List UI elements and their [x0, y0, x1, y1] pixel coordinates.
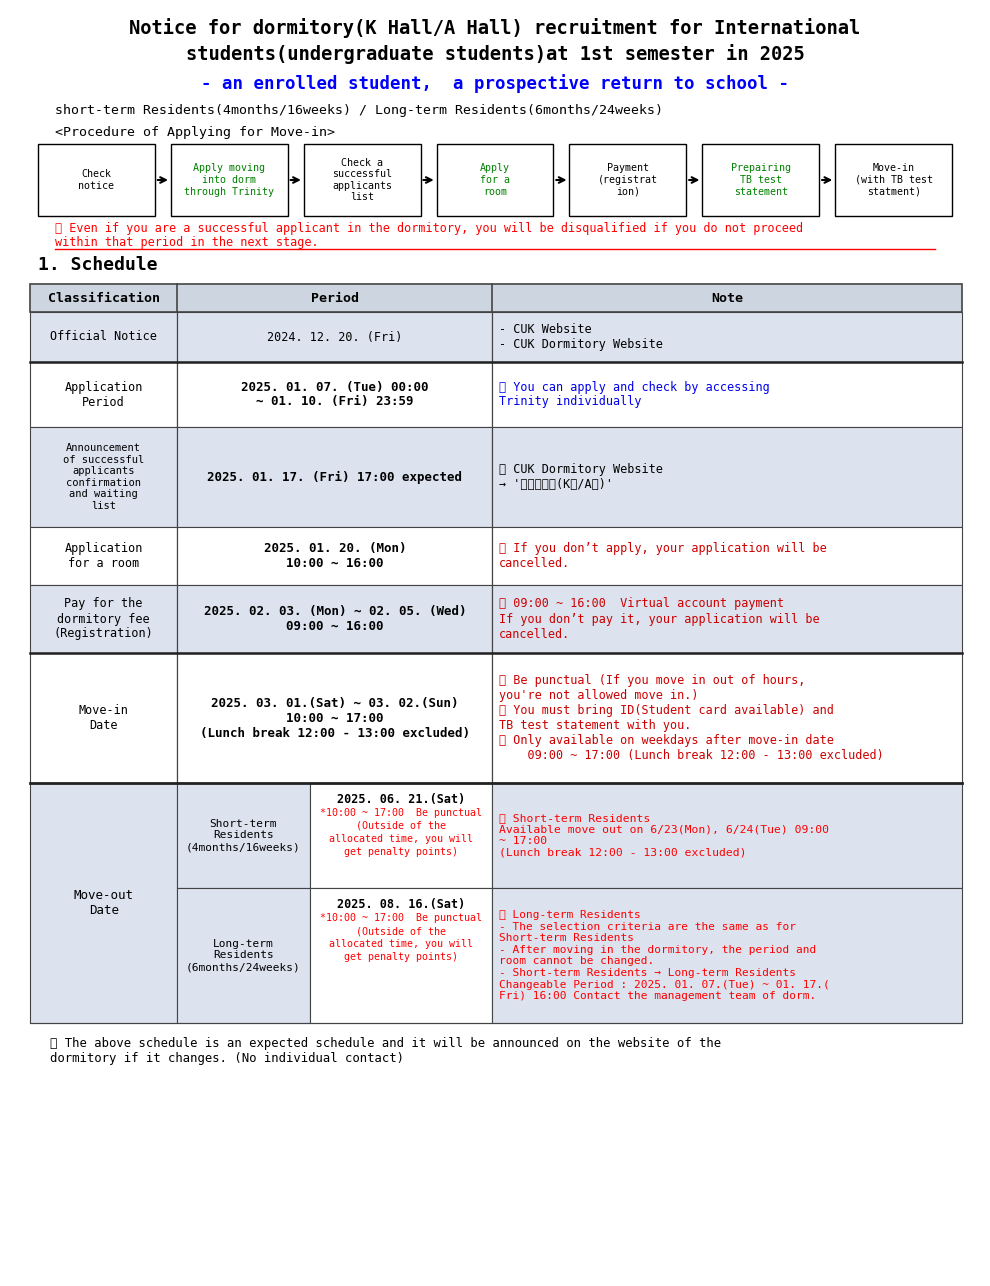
Bar — [177, 585, 492, 653]
Text: within that period in the next stage.: within that period in the next stage. — [55, 237, 319, 249]
Text: - CUK Website
- CUK Dormitory Website: - CUK Website - CUK Dormitory Website — [499, 323, 663, 351]
Bar — [177, 653, 492, 783]
Bar — [492, 783, 962, 889]
Text: ※ Long-term Residents
- The selection criteria are the same as for
Short-term Re: ※ Long-term Residents - The selection cr… — [499, 910, 830, 1001]
Bar — [177, 783, 310, 889]
Bar — [30, 783, 177, 1022]
Text: allocated time, you will: allocated time, you will — [329, 939, 473, 949]
Text: Apply
for a
room: Apply for a room — [480, 163, 510, 197]
Text: Pay for the
dormitory fee
(Registration): Pay for the dormitory fee (Registration) — [53, 598, 153, 640]
Bar — [30, 427, 177, 527]
Bar — [177, 361, 492, 427]
Text: get penalty points): get penalty points) — [344, 847, 458, 856]
Bar — [177, 527, 492, 585]
Text: ※ CUK Dormitory Website
→ '입퇴사공지(K관/A관)': ※ CUK Dormitory Website → '입퇴사공지(K관/A관)' — [499, 463, 663, 491]
Text: ※ Short-term Residents
Available move out on 6/23(Mon), 6/24(Tue) 09:00
~ 17:00
: ※ Short-term Residents Available move ou… — [499, 813, 830, 858]
Text: ※ 09:00 ~ 16:00  Virtual account payment
If you don’t pay it, your application w: ※ 09:00 ~ 16:00 Virtual account payment … — [499, 598, 820, 640]
Text: ※ Be punctual (If you move in out of hours,
you're not allowed move in.)
※ You m: ※ Be punctual (If you move in out of hou… — [499, 674, 884, 763]
Text: Period: Period — [311, 292, 358, 305]
Text: Classification: Classification — [48, 292, 159, 305]
Text: Short-term
Residents
(4months/16weeks): Short-term Residents (4months/16weeks) — [186, 819, 301, 853]
Text: Note: Note — [711, 292, 743, 305]
Text: get penalty points): get penalty points) — [344, 952, 458, 962]
Bar — [492, 312, 962, 361]
Text: ※ If you don’t apply, your application will be
cancelled.: ※ If you don’t apply, your application w… — [499, 541, 827, 570]
Bar — [492, 427, 962, 527]
Bar — [492, 527, 962, 585]
Bar — [492, 653, 962, 783]
Text: Announcement
of successful
applicants
confirmation
and waiting
list: Announcement of successful applicants co… — [63, 442, 145, 511]
Text: 2025. 01. 07. (Tue) 00:00
~ 01. 10. (Fri) 23:59: 2025. 01. 07. (Tue) 00:00 ~ 01. 10. (Fri… — [241, 381, 429, 409]
Bar — [177, 889, 310, 1022]
Bar — [30, 361, 177, 427]
Bar — [492, 889, 962, 1022]
Text: 2025. 01. 17. (Fri) 17:00 expected: 2025. 01. 17. (Fri) 17:00 expected — [207, 471, 462, 484]
Text: Move-in
(with TB test
statment): Move-in (with TB test statment) — [854, 163, 933, 197]
Text: Application
Period: Application Period — [64, 381, 143, 409]
Text: 2025. 03. 01.(Sat) ~ 03. 02.(Sun)
10:00 ~ 17:00
(Lunch break 12:00 - 13:00 exclu: 2025. 03. 01.(Sat) ~ 03. 02.(Sun) 10:00 … — [200, 697, 470, 739]
Bar — [30, 284, 962, 312]
Bar — [30, 585, 177, 653]
Bar — [492, 585, 962, 653]
Text: <Procedure of Applying for Move-in>: <Procedure of Applying for Move-in> — [55, 126, 335, 139]
Text: allocated time, you will: allocated time, you will — [329, 835, 473, 844]
Text: Move-in
Date: Move-in Date — [78, 703, 129, 732]
Text: short-term Residents(4months/16weeks) / Long-term Residents(6months/24weeks): short-term Residents(4months/16weeks) / … — [55, 104, 663, 117]
Bar — [177, 427, 492, 527]
Text: Payment
(registrat
ion): Payment (registrat ion) — [598, 163, 658, 197]
Text: 2025. 06. 21.(Sat): 2025. 06. 21.(Sat) — [337, 793, 465, 806]
Text: ※ The above schedule is an expected schedule and it will be announced on the web: ※ The above schedule is an expected sche… — [50, 1037, 721, 1065]
Text: Prepairing
TB test
statement: Prepairing TB test statement — [731, 163, 791, 197]
Text: *10:00 ~ 17:00  Be punctual: *10:00 ~ 17:00 Be punctual — [320, 913, 482, 923]
Bar — [30, 653, 177, 783]
Text: 2025. 08. 16.(Sat): 2025. 08. 16.(Sat) — [337, 898, 465, 910]
Bar — [836, 144, 952, 216]
Text: Application
for a room: Application for a room — [64, 541, 143, 570]
Bar — [171, 144, 288, 216]
Text: Move-out
Date: Move-out Date — [73, 889, 134, 917]
Text: Check
notice: Check notice — [78, 170, 115, 190]
Text: 2024. 12. 20. (Fri): 2024. 12. 20. (Fri) — [267, 331, 403, 343]
Bar — [310, 889, 492, 1022]
Text: Official Notice: Official Notice — [50, 331, 157, 343]
Text: Notice for dormitory(K Hall/A Hall) recruitment for International: Notice for dormitory(K Hall/A Hall) recr… — [130, 18, 860, 39]
Text: 2025. 01. 20. (Mon)
10:00 ~ 16:00: 2025. 01. 20. (Mon) 10:00 ~ 16:00 — [263, 541, 406, 570]
Bar — [310, 783, 492, 889]
Bar — [30, 312, 177, 361]
Bar — [492, 361, 962, 427]
Bar — [437, 144, 553, 216]
Text: ※ You can apply and check by accessing
Trinity individually: ※ You can apply and check by accessing T… — [499, 381, 770, 409]
Text: - an enrolled student,  a prospective return to school -: - an enrolled student, a prospective ret… — [201, 75, 789, 93]
Text: Check a
successful
applicants
list: Check a successful applicants list — [332, 158, 392, 202]
Bar — [304, 144, 421, 216]
Bar — [702, 144, 819, 216]
Text: 1. Schedule: 1. Schedule — [38, 256, 157, 274]
Text: (Outside of the: (Outside of the — [356, 820, 446, 831]
Text: *10:00 ~ 17:00  Be punctual: *10:00 ~ 17:00 Be punctual — [320, 808, 482, 818]
Bar — [177, 312, 492, 361]
Text: 2025. 02. 03. (Mon) ~ 02. 05. (Wed)
09:00 ~ 16:00: 2025. 02. 03. (Mon) ~ 02. 05. (Wed) 09:0… — [204, 604, 466, 633]
Bar — [38, 144, 154, 216]
Bar — [30, 527, 177, 585]
Bar — [569, 144, 686, 216]
Text: (Outside of the: (Outside of the — [356, 926, 446, 936]
Text: Long-term
Residents
(6months/24weeks): Long-term Residents (6months/24weeks) — [186, 939, 301, 972]
Text: ※ Even if you are a successful applicant in the dormitory, you will be disqualif: ※ Even if you are a successful applicant… — [55, 222, 803, 235]
Text: students(undergraduate students)at 1st semester in 2025: students(undergraduate students)at 1st s… — [186, 44, 804, 64]
Text: Apply moving
into dorm
through Trinity: Apply moving into dorm through Trinity — [184, 163, 274, 197]
